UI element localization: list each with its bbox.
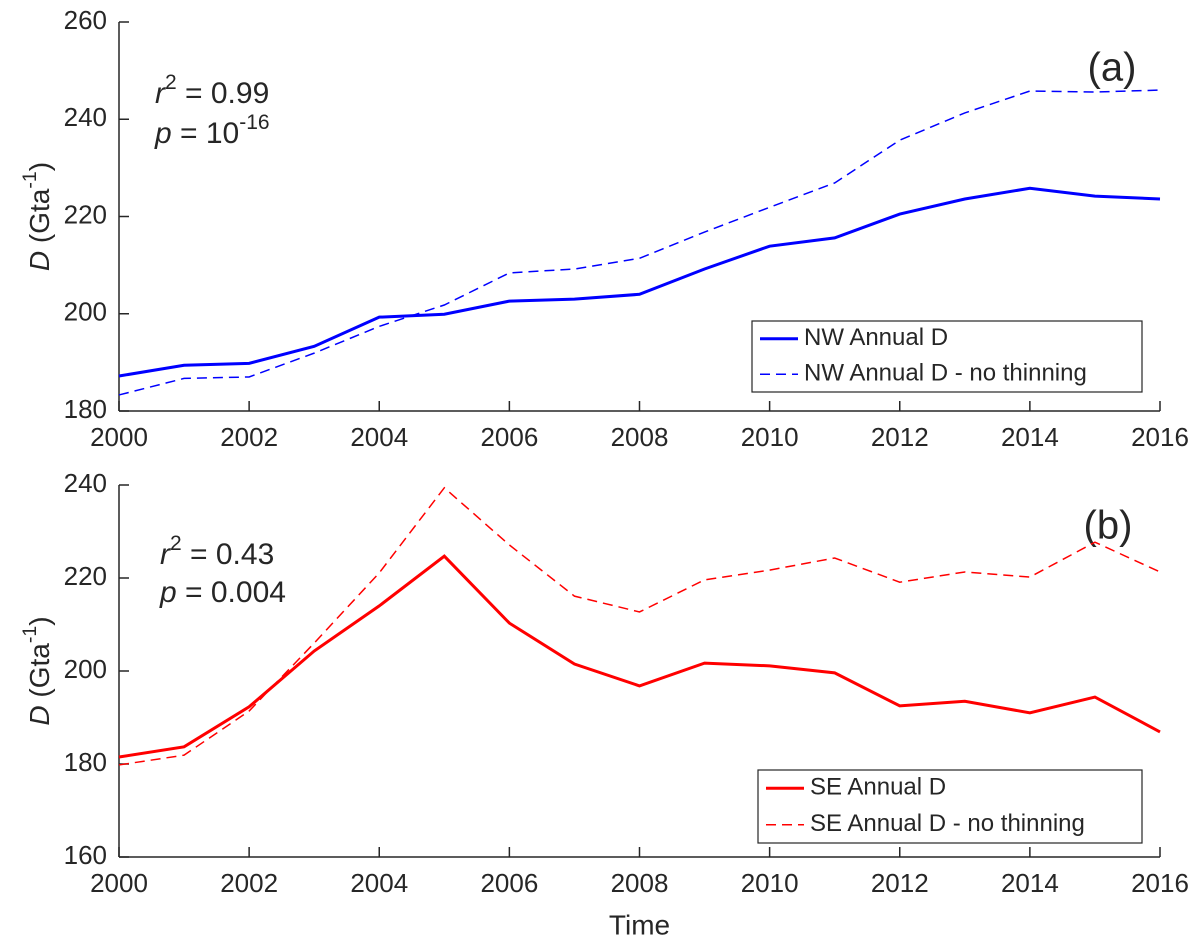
superscript: -1 xyxy=(19,171,41,188)
panel: 180 200 220 240 260 2000 2002 2004 2006 2008 2010 2… xyxy=(19,5,1189,452)
text-part: = 0.43 xyxy=(182,538,275,571)
y-tick-label: 180 xyxy=(64,747,107,777)
x-tick-label: 2006 xyxy=(480,422,538,452)
y-tick-label: 180 xyxy=(64,394,107,424)
superscript: -1 xyxy=(19,626,41,643)
text-part: p xyxy=(159,576,177,609)
y-tick-label: 220 xyxy=(64,199,107,229)
superscript: 2 xyxy=(165,71,177,94)
legend-label: SE Annual D - no thinning xyxy=(810,810,1085,837)
superscript: -16 xyxy=(239,111,269,134)
data-line xyxy=(118,89,1161,396)
x-tick-label: 2008 xyxy=(611,422,669,452)
x-tick-label: 2016 xyxy=(1131,422,1189,452)
y-tick-label: 200 xyxy=(64,654,107,684)
text-part: ) xyxy=(24,162,55,171)
x-tick-label: 2010 xyxy=(741,422,799,452)
text-part: r xyxy=(155,77,166,110)
y-axis-label: D (Gta-1) xyxy=(19,162,55,271)
x-tick-label: 2002 xyxy=(220,422,278,452)
y-tick-label: 240 xyxy=(64,102,107,132)
text-part: (Gta xyxy=(24,643,55,706)
text-part: = 10 xyxy=(172,117,240,150)
text-part: = 0.004 xyxy=(177,576,286,609)
y-tick-label: 200 xyxy=(64,297,107,327)
annotation: r2 = 0.43 xyxy=(160,532,274,571)
data-line xyxy=(118,486,1161,766)
text-part: p xyxy=(154,117,172,150)
legend-label: NW Annual D xyxy=(804,324,948,351)
text-part: ) xyxy=(24,616,55,625)
annotation: p = 0.004 xyxy=(159,576,286,609)
y-tick-label: 160 xyxy=(64,840,107,870)
y-tick-label: 260 xyxy=(64,5,107,35)
legend-box xyxy=(751,320,1143,393)
legend-label: SE Annual D xyxy=(810,774,946,801)
superscript: 2 xyxy=(170,532,182,555)
text-part: (Gta xyxy=(24,188,55,251)
x-tick-label: 2016 xyxy=(1131,868,1189,898)
data-line xyxy=(118,186,1161,378)
annotation: r2 = 0.99 xyxy=(155,71,269,110)
text-part: D xyxy=(24,251,55,271)
x-tick-label: 2008 xyxy=(611,868,669,898)
y-tick-label: 220 xyxy=(64,561,107,591)
text-part: D xyxy=(24,705,55,725)
text-part: = 0.99 xyxy=(177,77,270,110)
x-tick-label: 2000 xyxy=(90,868,148,898)
x-tick-label: 2004 xyxy=(350,868,408,898)
x-tick-label: 2004 xyxy=(350,422,408,452)
annotation: p = 10-16 xyxy=(154,111,270,150)
x-tick-label: 2014 xyxy=(1001,422,1059,452)
x-axis-label: Time xyxy=(609,909,670,940)
x-tick-label: 2010 xyxy=(741,868,799,898)
x-tick-label: 2012 xyxy=(871,868,929,898)
x-tick-label: 2002 xyxy=(220,868,278,898)
x-tick-label: 2014 xyxy=(1001,868,1059,898)
legend-label: NW Annual D - no thinning xyxy=(804,360,1087,387)
panel: 160 180 200 220 240 2000 2002 2004 2006 2008 2010 2… xyxy=(19,468,1189,941)
panel-label: (a) xyxy=(1088,46,1137,90)
x-tick-label: 2006 xyxy=(480,868,538,898)
y-axis-label: D (Gta-1) xyxy=(19,616,55,725)
y-tick-label: 240 xyxy=(64,468,107,498)
x-tick-label: 2012 xyxy=(871,422,929,452)
legend-box xyxy=(757,769,1143,844)
text-part: r xyxy=(160,538,171,571)
data-line xyxy=(118,554,1161,759)
panel-label: (b) xyxy=(1084,504,1133,548)
x-tick-label: 2000 xyxy=(90,422,148,452)
